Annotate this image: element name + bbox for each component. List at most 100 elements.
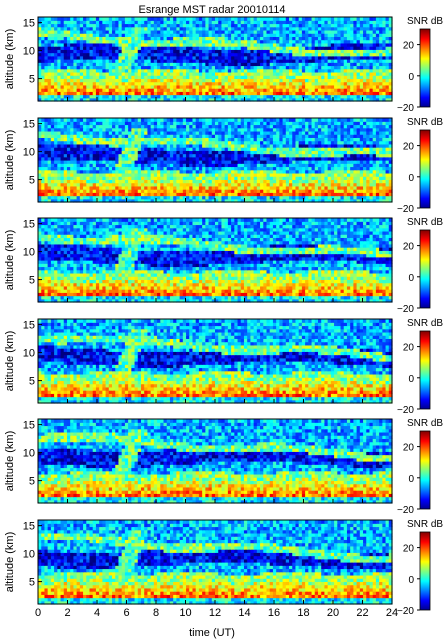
heatmap-cell xyxy=(112,46,116,50)
heatmap-cell xyxy=(47,39,52,44)
heatmap-cell xyxy=(379,55,383,60)
heatmap-cell xyxy=(124,140,129,145)
heatmap-cell xyxy=(202,17,206,21)
heatmap-cell xyxy=(363,78,367,83)
heatmap-cell xyxy=(237,17,242,21)
heatmap-cell xyxy=(54,185,58,190)
heatmap-cell xyxy=(301,36,306,41)
heatmap-cell xyxy=(314,91,319,96)
heatmap-cell xyxy=(115,192,120,197)
heatmap-cell xyxy=(375,62,380,67)
heatmap-cell xyxy=(272,189,277,193)
heatmap-cell xyxy=(179,88,184,92)
heatmap-cell xyxy=(382,36,387,41)
heatmap-cell xyxy=(353,176,358,180)
heatmap-cell xyxy=(202,198,206,203)
heatmap-cell xyxy=(269,84,274,89)
heatmap-cell xyxy=(44,65,49,70)
heatmap-cell xyxy=(340,17,345,21)
heatmap-cell xyxy=(285,163,290,168)
heatmap-cell xyxy=(173,49,177,54)
heatmap-cell xyxy=(211,55,216,60)
heatmap-cell xyxy=(144,185,149,190)
heatmap-cell xyxy=(202,143,206,148)
heatmap-cell xyxy=(382,150,387,155)
heatmap-cell xyxy=(60,153,65,158)
heatmap-cell xyxy=(298,97,303,102)
heatmap-cell xyxy=(379,65,383,70)
heatmap-cell xyxy=(243,153,248,158)
heatmap-cell xyxy=(350,78,354,83)
heatmap-cell xyxy=(95,46,100,50)
heatmap-cell xyxy=(147,52,152,57)
heatmap-cell xyxy=(256,147,261,151)
heatmap-cell xyxy=(173,52,177,57)
heatmap-cell xyxy=(218,189,223,193)
heatmap-cell xyxy=(340,182,345,187)
heatmap-cell xyxy=(350,172,354,177)
heatmap-cell xyxy=(99,150,103,155)
heatmap-cell xyxy=(118,49,123,54)
heatmap-cell xyxy=(292,78,297,83)
heatmap-cell xyxy=(253,23,258,28)
heatmap-cell xyxy=(343,91,348,96)
heatmap-cell xyxy=(50,23,55,28)
heatmap-cell xyxy=(379,26,383,31)
heatmap-cell xyxy=(176,160,181,164)
heatmap-cell xyxy=(337,94,342,99)
heatmap-cell xyxy=(243,46,248,50)
heatmap-cell xyxy=(92,140,97,145)
heatmap-cell xyxy=(57,71,62,76)
heatmap-cell xyxy=(57,52,62,57)
heatmap-cell xyxy=(95,17,100,21)
heatmap-cell xyxy=(279,156,284,161)
heatmap-cell xyxy=(276,26,280,31)
heatmap-cell xyxy=(350,49,354,54)
heatmap-cell xyxy=(324,20,329,25)
heatmap-cell xyxy=(363,166,367,171)
heatmap-cell xyxy=(38,185,42,190)
heatmap-cell xyxy=(128,49,132,54)
heatmap-cell xyxy=(289,97,293,102)
heatmap-cell xyxy=(334,33,338,37)
heatmap-cell xyxy=(140,75,145,79)
heatmap-cell xyxy=(227,198,232,203)
heatmap-cell xyxy=(317,52,322,57)
heatmap-cell xyxy=(256,29,261,34)
heatmap-cell xyxy=(118,88,123,92)
heatmap-cell xyxy=(282,189,287,193)
heatmap-cell xyxy=(131,91,136,96)
heatmap-cell xyxy=(346,94,351,99)
heatmap-cell xyxy=(334,94,338,99)
heatmap-cell xyxy=(359,59,364,63)
heatmap-cell xyxy=(263,17,268,21)
heatmap-cell xyxy=(346,17,351,21)
heatmap-cell xyxy=(305,176,309,180)
heatmap-cell xyxy=(83,182,87,187)
heatmap-cell xyxy=(276,192,280,197)
heatmap-cell xyxy=(366,49,371,54)
heatmap-cell xyxy=(385,29,390,34)
heatmap-cell xyxy=(99,143,103,148)
heatmap-cell xyxy=(324,81,329,86)
heatmap-cell xyxy=(144,62,149,67)
heatmap-cell xyxy=(311,39,316,44)
heatmap-cell xyxy=(202,52,206,57)
heatmap-cell xyxy=(202,65,206,70)
heatmap-cell xyxy=(295,91,300,96)
heatmap-cell xyxy=(272,172,277,177)
heatmap-cell xyxy=(215,182,219,187)
heatmap-cell xyxy=(343,26,348,31)
heatmap-cell xyxy=(192,169,197,174)
heatmap-cell xyxy=(163,42,168,47)
heatmap-cell xyxy=(128,78,132,83)
heatmap-cell xyxy=(234,143,239,148)
heatmap-cell xyxy=(305,150,309,155)
heatmap-cell xyxy=(54,81,58,86)
heatmap-cell xyxy=(179,195,184,200)
heatmap-cell xyxy=(221,42,226,47)
heatmap-cell xyxy=(144,42,149,47)
heatmap-cell xyxy=(137,23,142,28)
heatmap-cell xyxy=(346,150,351,155)
heatmap-cell xyxy=(218,176,223,180)
